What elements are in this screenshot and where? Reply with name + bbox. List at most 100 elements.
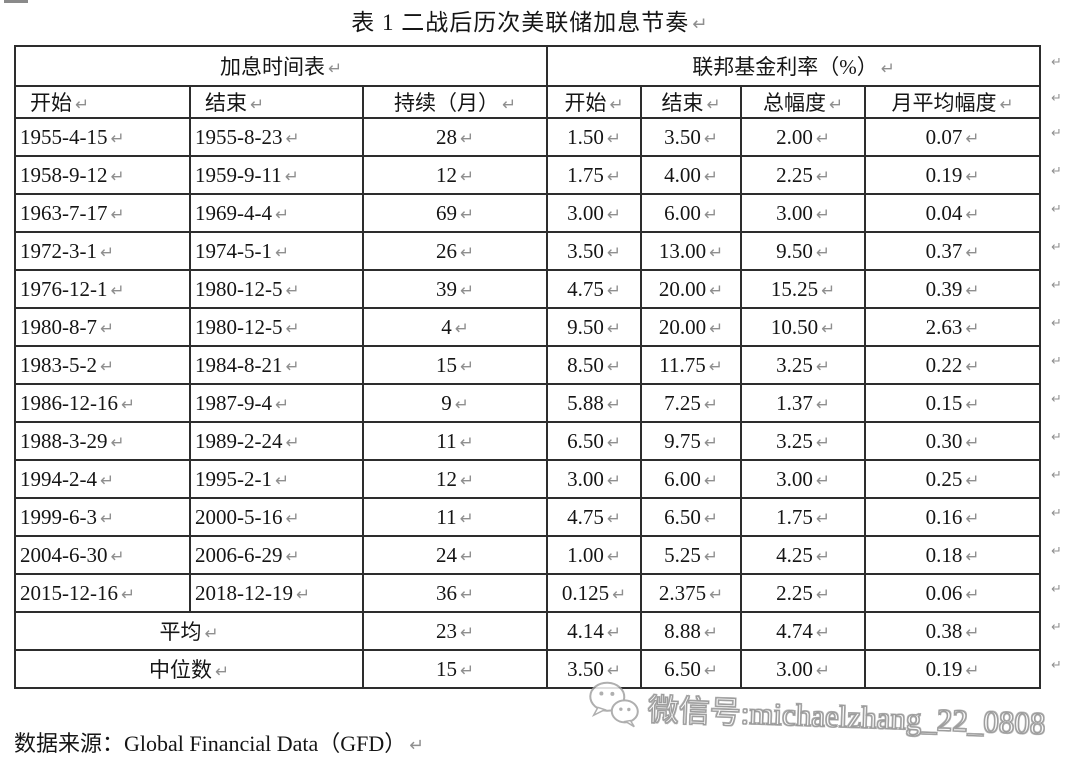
paragraph-mark-icon: ↵ bbox=[110, 545, 125, 566]
paragraph-mark-icon: ↵ bbox=[815, 545, 830, 566]
paragraph-mark-icon: ↵ bbox=[965, 507, 980, 528]
cell-text: 69 bbox=[435, 200, 457, 225]
value-cell: 9.50 ↵ bbox=[740, 231, 867, 271]
cell-text: 15 bbox=[435, 656, 457, 681]
group-header-row: 加息时间表 ↵ 联邦基金利率（%） ↵ bbox=[13, 45, 1042, 87]
value-cell: 28 ↵ bbox=[361, 117, 549, 157]
paragraph-mark-icon: ↵ bbox=[606, 355, 621, 376]
value-cell: 2.25 ↵ bbox=[740, 155, 867, 195]
cell-text: 4.14 bbox=[567, 618, 604, 643]
cell-text: 1955-4-15 bbox=[20, 124, 108, 149]
table-title: 表 1 二战后历次美联储加息节奏 ↵ bbox=[0, 3, 1060, 37]
cell-text: 39 bbox=[435, 276, 457, 301]
paragraph-mark-icon: ↵ bbox=[815, 621, 830, 642]
table-row: 1994-2-4 ↵ 1995-2-1 ↵ 12 ↵ 3.00 ↵ 6.00 ↵ 3.00 ↵ 0.25… bbox=[14, 459, 1042, 499]
value-cell: 9.75 ↵ bbox=[640, 421, 743, 461]
table-row: 1986-12-16 ↵ 1987-9-4 ↵ 9 ↵ 5.88 ↵ 7.25 ↵ 1.37 ↵ 0.1… bbox=[14, 383, 1042, 423]
value-cell: 11.75 ↵ bbox=[640, 345, 743, 385]
date-cell: 2006-6-29 ↵ bbox=[189, 535, 364, 575]
value-cell: 6.00 ↵ bbox=[640, 459, 743, 499]
paragraph-mark-icon: ↵ bbox=[703, 507, 718, 528]
paragraph-mark-icon: ↵ bbox=[965, 659, 980, 680]
table-row: 1976-12-1 ↵ 1980-12-5 ↵ 39 ↵ 4.75 ↵ 20.00 ↵ 15.25 ↵… bbox=[14, 269, 1042, 309]
table-row: 1972-3-1 ↵ 1974-5-1 ↵ 26 ↵ 3.50 ↵ 13.00 ↵ 9.50 ↵ 0.3… bbox=[14, 231, 1042, 271]
value-cell: 0.04 ↵ bbox=[864, 193, 1042, 233]
cell-text: 1989-2-24 bbox=[195, 428, 283, 453]
cell-text: 28 bbox=[435, 124, 457, 149]
paragraph-mark-icon: ↵ bbox=[606, 241, 621, 262]
row-end-mark: ↵ bbox=[1051, 658, 1062, 673]
paragraph-mark-icon: ↵ bbox=[454, 393, 469, 414]
cell-text: 4.25 bbox=[776, 542, 813, 567]
cell-text: 1955-8-23 bbox=[195, 124, 283, 149]
value-cell: 1.50 ↵ bbox=[546, 117, 643, 157]
value-cell: 0.25 ↵ bbox=[864, 459, 1042, 499]
paragraph-mark-icon: ↵ bbox=[100, 355, 115, 376]
cell-text: 0.19 bbox=[925, 656, 963, 681]
group-header-label: 加息时间表 bbox=[219, 55, 325, 79]
column-header-label: 持续（月） bbox=[393, 91, 499, 115]
cell-text: 3.50 bbox=[567, 238, 604, 263]
paragraph-mark-icon: ↵ bbox=[821, 317, 836, 338]
paragraph-mark-icon: ↵ bbox=[606, 393, 621, 414]
paragraph-mark-icon: ↵ bbox=[75, 94, 90, 114]
summary-row: 平均 ↵ 23 ↵ 4.14 ↵ 8.88 ↵ 4.74 ↵ 0.38 ↵ bbox=[14, 611, 1042, 651]
cell-text: 1972-3-1 bbox=[20, 238, 97, 263]
paragraph-mark-icon: ↵ bbox=[709, 241, 724, 262]
value-cell: 3.50 ↵ bbox=[640, 117, 743, 157]
cell-text: 2.25 bbox=[776, 162, 813, 187]
value-cell: 6.50 ↵ bbox=[640, 649, 743, 689]
cell-text: 13.00 bbox=[658, 238, 707, 263]
column-header-end-date: 结束 ↵ bbox=[189, 85, 364, 119]
date-cell: 1983-5-2 ↵ bbox=[14, 345, 191, 385]
row-end-mark: ↵ bbox=[1051, 506, 1062, 521]
cell-text: 10.50 bbox=[770, 314, 819, 339]
cell-text: 1984-8-21 bbox=[195, 352, 283, 377]
cell-text: 12 bbox=[435, 162, 457, 187]
date-cell: 1988-3-29 ↵ bbox=[14, 421, 191, 461]
paragraph-mark-icon: ↵ bbox=[459, 469, 475, 490]
value-cell: 15 ↵ bbox=[361, 649, 549, 689]
cell-text: 3.25 bbox=[776, 352, 813, 377]
date-cell: 1987-9-4 ↵ bbox=[189, 383, 364, 423]
value-cell: 7.25 ↵ bbox=[640, 383, 743, 423]
value-cell: 3.00 ↵ bbox=[740, 193, 867, 233]
summary-label-cell: 中位数 ↵ bbox=[14, 649, 364, 689]
cell-text: 2015-12-16 bbox=[20, 580, 118, 605]
paragraph-mark-icon: ↵ bbox=[606, 469, 621, 490]
paragraph-mark-icon: ↵ bbox=[965, 355, 980, 376]
cell-text: 11.75 bbox=[659, 352, 706, 377]
paragraph-mark-icon: ↵ bbox=[454, 317, 469, 338]
paragraph-mark-icon: ↵ bbox=[606, 507, 621, 528]
date-cell: 1999-6-3 ↵ bbox=[14, 497, 191, 537]
row-end-mark: ↵ bbox=[1051, 55, 1062, 70]
row-end-mark: ↵ bbox=[1051, 202, 1062, 217]
group-header-timetable: 加息时间表 ↵ bbox=[13, 45, 549, 87]
value-cell: 13.00 ↵ bbox=[640, 231, 743, 271]
cell-text: 2.25 bbox=[776, 580, 813, 605]
data-source-text: 数据来源：Global Financial Data（GFD） bbox=[14, 731, 407, 756]
row-end-mark: ↵ bbox=[1051, 278, 1062, 293]
paragraph-mark-icon: ↵ bbox=[709, 317, 724, 338]
rate-hike-table: 加息时间表 ↵ 联邦基金利率（%） ↵ 开始 ↵ 结束 ↵ 持续（月） ↵ 开始 ↵ 结束 ↵… bbox=[13, 45, 1042, 689]
cell-text: 6.00 bbox=[664, 466, 701, 491]
cell-text: 1988-3-29 bbox=[20, 428, 108, 453]
cell-text: 0.39 bbox=[925, 276, 963, 301]
value-cell: 20.00 ↵ bbox=[640, 307, 743, 347]
cell-text: 1986-12-16 bbox=[20, 390, 118, 415]
value-cell: 24 ↵ bbox=[361, 535, 549, 575]
value-cell: 11 ↵ bbox=[361, 421, 549, 461]
value-cell: 8.88 ↵ bbox=[640, 611, 743, 651]
date-cell: 1955-4-15 ↵ bbox=[14, 117, 191, 157]
date-cell: 1980-12-5 ↵ bbox=[189, 307, 364, 347]
table-row: 1980-8-7 ↵ 1980-12-5 ↵ 4 ↵ 9.50 ↵ 20.00 ↵ 10.50 ↵ 2.… bbox=[14, 307, 1042, 347]
paragraph-mark-icon: ↵ bbox=[606, 621, 621, 642]
paragraph-mark-icon: ↵ bbox=[100, 317, 115, 338]
date-cell: 1958-9-12 ↵ bbox=[14, 155, 191, 195]
group-header-label: 联邦基金利率（%） bbox=[692, 55, 878, 79]
paragraph-mark-icon: ↵ bbox=[692, 14, 709, 35]
value-cell: 15 ↵ bbox=[361, 345, 549, 385]
paragraph-mark-icon: ↵ bbox=[815, 203, 830, 224]
date-cell: 1995-2-1 ↵ bbox=[189, 459, 364, 499]
value-cell: 4.25 ↵ bbox=[740, 535, 867, 575]
